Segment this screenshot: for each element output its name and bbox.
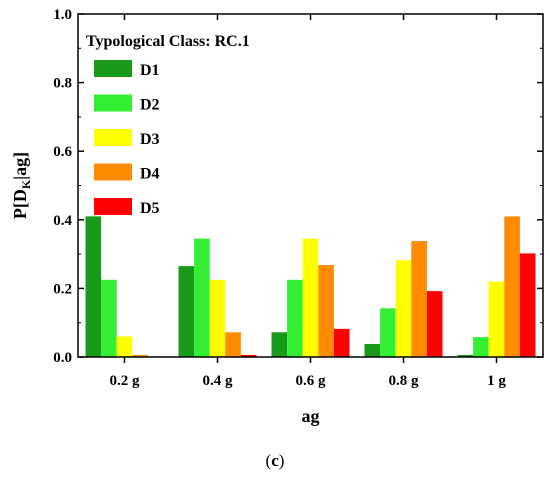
legend-label: D3 [140, 131, 160, 148]
bar [85, 216, 102, 357]
y-axis-title-tail: |ag] [10, 152, 30, 180]
bar [364, 343, 381, 357]
x-axis: 0.2 g 0.4 g 0.6 g 0.8 g 1 g [110, 14, 506, 389]
x-tick-label: 0.8 g [389, 373, 420, 389]
bar [132, 354, 148, 357]
bar [426, 291, 443, 357]
y-axis-title-subscript: K [19, 179, 33, 189]
legend-label: D4 [140, 166, 160, 183]
legend-swatch [94, 198, 132, 215]
bar [287, 279, 303, 357]
legend: D1 D2 D3 D4 D5 [94, 60, 160, 217]
bar [209, 279, 226, 357]
panel-caption-close: ) [278, 451, 285, 470]
y-axis-title-main: P[D [10, 189, 30, 219]
bar [333, 328, 350, 357]
bar [194, 238, 210, 357]
bar [395, 260, 412, 357]
bar [473, 337, 489, 357]
y-tick-label: 0.4 [53, 213, 72, 229]
panel-caption: (c) [0, 451, 550, 471]
bar [302, 238, 319, 357]
y-tick-label: 1.0 [53, 7, 72, 23]
bar [225, 332, 241, 357]
x-tick-label: 0.6 g [296, 373, 327, 389]
y-tick-label: 0.8 [53, 76, 72, 92]
bar [178, 266, 195, 357]
y-tick-label: 0.2 [53, 281, 72, 297]
legend-label: D5 [140, 200, 160, 217]
x-axis-title: ag [302, 406, 320, 426]
panel-caption-open: ( [265, 451, 272, 470]
bar [318, 265, 334, 357]
legend-swatch [94, 60, 132, 77]
bars-group [85, 216, 536, 357]
x-tick-label: 1 g [487, 373, 506, 389]
x-tick-label: 0.2 g [110, 373, 141, 389]
y-tick-label: 0.0 [53, 350, 72, 366]
x-tick-label: 0.4 g [203, 373, 234, 389]
bar [271, 332, 288, 357]
y-axis-title: P[DK|ag] [10, 152, 33, 219]
legend-swatch [94, 163, 132, 181]
bar [101, 279, 117, 357]
bar-chart: 0.0 0.2 0.4 0.6 0.8 1.0 0.2 g 0.4 g 0.6 g 0.8 g 1… [10, 7, 544, 426]
legend-swatch [94, 129, 132, 146]
bar [504, 216, 520, 357]
bar [457, 354, 474, 357]
legend-swatch [94, 94, 132, 112]
y-axis: 0.0 0.2 0.4 0.6 0.8 1.0 [53, 7, 543, 366]
bar [116, 336, 133, 357]
y-tick-label: 0.6 [53, 144, 72, 160]
bar [519, 253, 536, 357]
bar [488, 281, 505, 357]
legend-label: D1 [140, 62, 160, 79]
legend-title: Typological Class: RC.1 [86, 33, 250, 50]
panel-caption-letter: c [271, 451, 279, 470]
bar [380, 308, 396, 357]
bar [240, 354, 257, 357]
bar [411, 241, 427, 357]
legend-label: D2 [140, 97, 160, 114]
